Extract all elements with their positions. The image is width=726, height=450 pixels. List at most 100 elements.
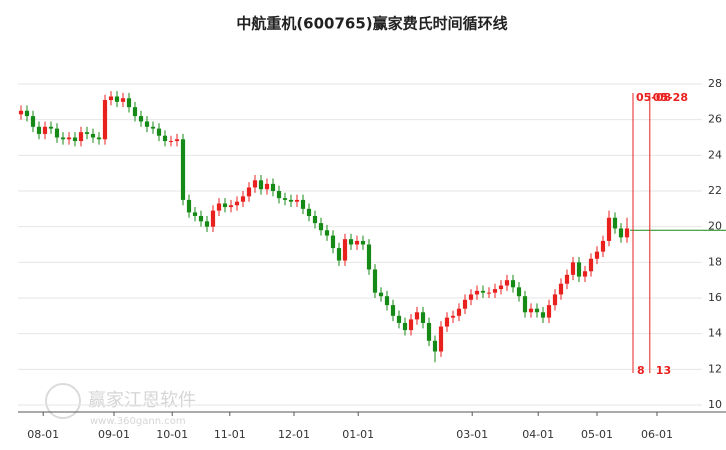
candle-body — [228, 205, 234, 208]
candle-body — [150, 126, 156, 129]
cycle-date: 05-08 — [636, 91, 671, 104]
candle-body — [180, 139, 186, 200]
y-tick-label: 28 — [708, 77, 722, 90]
candle-body — [30, 116, 36, 127]
candle-body — [444, 317, 450, 327]
candle-body — [36, 126, 42, 134]
candle-body — [474, 290, 480, 295]
candle-body — [330, 235, 336, 249]
y-tick-label: 18 — [708, 255, 722, 268]
candle-body — [528, 308, 534, 313]
candle-body — [222, 203, 228, 208]
candle-body — [78, 132, 84, 142]
candle-body — [420, 312, 426, 323]
candle-body — [504, 280, 510, 286]
candle-body — [168, 141, 174, 143]
candle-body — [432, 340, 438, 352]
candle-body — [252, 180, 258, 188]
x-tick-label: 08-01 — [27, 428, 59, 441]
candle-body — [276, 191, 282, 199]
candle-body — [348, 239, 354, 245]
candle-body — [210, 210, 216, 227]
candle-body — [570, 262, 576, 275]
candle-body — [120, 98, 126, 102]
candle-body — [378, 292, 384, 297]
candle-body — [492, 289, 498, 293]
candle-body — [372, 269, 378, 293]
candle-body — [450, 315, 456, 318]
candle-body — [84, 132, 90, 134]
candle-body — [288, 199, 294, 202]
candle-body — [198, 215, 204, 222]
y-tick-label: 12 — [708, 362, 722, 375]
candle-body — [108, 96, 114, 101]
candle-body — [498, 285, 504, 290]
candle-body — [594, 251, 600, 259]
x-tick-label: 03-01 — [456, 428, 488, 441]
candle-body — [354, 240, 360, 245]
x-tick-label: 06-01 — [641, 428, 673, 441]
candle-body — [522, 296, 528, 313]
candle-body — [456, 308, 462, 316]
cycle-count: 13 — [656, 364, 671, 377]
candle-body — [60, 137, 66, 140]
candle-body — [144, 121, 150, 127]
candle-body — [426, 322, 432, 341]
candle-body — [396, 315, 402, 323]
candle-body — [282, 198, 288, 200]
candle-body — [132, 107, 138, 117]
candle-body — [468, 294, 474, 300]
candle-body — [48, 126, 54, 129]
watermark-name: 赢家江恩软件 — [88, 389, 196, 411]
x-tick-label: 09-01 — [98, 428, 130, 441]
candle-body — [126, 98, 132, 108]
candle-body — [138, 116, 144, 122]
candle-body — [360, 240, 366, 245]
candle-body — [480, 290, 486, 293]
y-tick-label: 16 — [708, 291, 722, 304]
candle-body — [216, 203, 222, 211]
x-tick-label: 12-01 — [278, 428, 310, 441]
y-tick-label: 20 — [708, 220, 722, 233]
candle-body — [546, 305, 552, 318]
candle-body — [306, 208, 312, 216]
candle-body — [612, 217, 618, 229]
candle-body — [66, 137, 72, 140]
y-tick-label: 26 — [708, 113, 722, 126]
watermark-logo — [45, 383, 81, 419]
y-tick-label: 10 — [708, 398, 722, 411]
candle-body — [516, 287, 522, 297]
candle-body — [162, 135, 168, 142]
y-tick-label: 14 — [708, 327, 722, 340]
candle-body — [114, 96, 120, 102]
x-tick-label: 01-01 — [342, 428, 374, 441]
cycle-date: 05-28 — [653, 91, 688, 104]
y-tick-label: 22 — [708, 184, 722, 197]
x-tick-label: 10-01 — [156, 428, 188, 441]
candle-body — [438, 326, 444, 352]
candle-body — [258, 180, 264, 190]
candle-body — [204, 221, 210, 227]
candle-body — [606, 217, 612, 241]
candle-body — [102, 100, 108, 140]
candle-body — [510, 280, 516, 288]
candle-body — [534, 308, 540, 313]
x-tick-label: 11-01 — [214, 428, 246, 441]
candle-body — [270, 183, 276, 191]
candle-body — [384, 296, 390, 306]
candle-body — [414, 312, 420, 320]
candle-body — [618, 228, 624, 238]
candle-body — [54, 128, 60, 138]
x-tick-label: 05-01 — [581, 428, 613, 441]
candle-body — [576, 262, 582, 277]
candle-body — [42, 126, 48, 134]
candle-body — [90, 133, 96, 138]
candle-body — [264, 183, 270, 190]
candle-body — [294, 199, 300, 202]
candle-body — [324, 230, 330, 236]
candle-body — [582, 271, 588, 277]
candle-body — [192, 212, 198, 216]
candle-body — [624, 228, 630, 238]
candle-body — [402, 322, 408, 331]
